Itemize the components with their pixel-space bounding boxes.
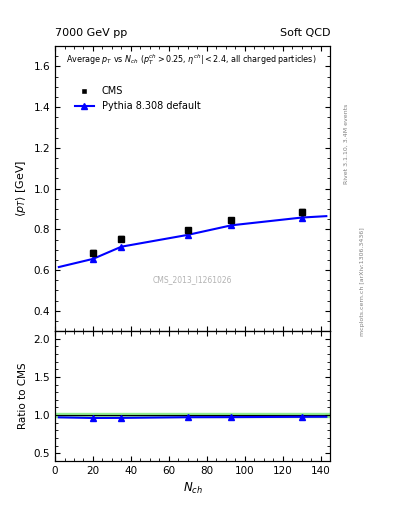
Text: CMS_2013_I1261026: CMS_2013_I1261026 xyxy=(153,275,232,284)
Text: 7000 GeV pp: 7000 GeV pp xyxy=(55,28,127,38)
Text: Average $p_T$ vs $N_{ch}$ ($p_T^{ch}>0.25$, $\eta^{ch}|<2.4$, all charged partic: Average $p_T$ vs $N_{ch}$ ($p_T^{ch}>0.2… xyxy=(66,52,316,67)
Legend: CMS, Pythia 8.308 default: CMS, Pythia 8.308 default xyxy=(71,82,205,115)
Bar xyxy=(55,413,330,417)
Text: Rivet 3.1.10, 3.4M events: Rivet 3.1.10, 3.4M events xyxy=(344,103,349,183)
Y-axis label: $\langle p_T \rangle$ [GeV]: $\langle p_T \rangle$ [GeV] xyxy=(14,160,28,217)
Text: Soft QCD: Soft QCD xyxy=(280,28,330,38)
Text: mcplots.cern.ch [arXiv:1306.3436]: mcplots.cern.ch [arXiv:1306.3436] xyxy=(360,227,365,336)
Y-axis label: Ratio to CMS: Ratio to CMS xyxy=(18,362,28,430)
X-axis label: $N_{ch}$: $N_{ch}$ xyxy=(183,481,202,496)
